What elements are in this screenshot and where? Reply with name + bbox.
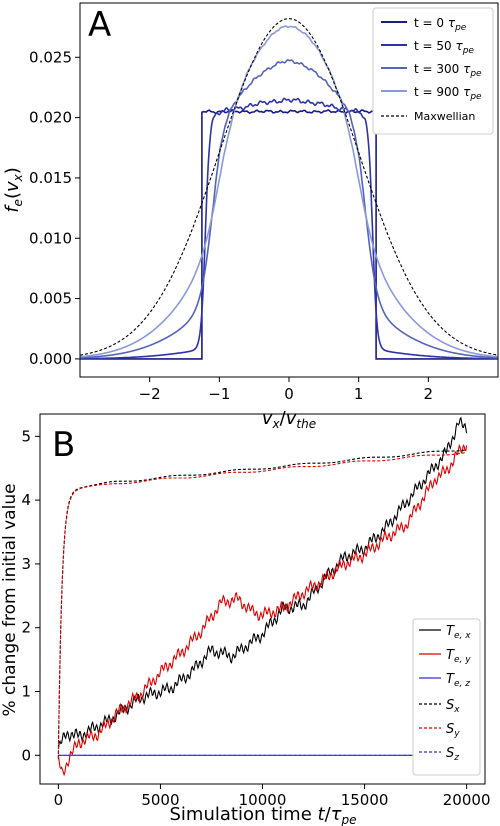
- legend-label-te-y: Te, y: [446, 648, 471, 665]
- panel-b-ytick-label: 3: [21, 555, 31, 573]
- panel-b-xtick-label: 5000: [141, 791, 179, 809]
- panel-b-xtick-label: 20000: [443, 791, 491, 809]
- panel-b-ytick-label: 5: [21, 427, 31, 445]
- panel-a-xtick-label: 1: [354, 385, 364, 403]
- panel-b-curves: [57, 416, 468, 777]
- legend-label-s-z: Sz: [446, 746, 459, 763]
- legend-entry-te-x: Te, x: [419, 624, 471, 641]
- legend-entry-s-y: Sy: [419, 722, 460, 739]
- legend-entry-t900: t = 900 τpe: [381, 85, 482, 102]
- panel-b-curve-te-x: [57, 416, 468, 749]
- panel-b-curve-te-y: [57, 443, 468, 777]
- legend-label-te-x: Te, x: [446, 624, 471, 641]
- legend-entry-te-y: Te, y: [419, 648, 471, 665]
- panel-a: −2 −1 0 1 2 0.000 0.005 0.010 0.015 0.020 0.025 A…: [2, 2, 499, 431]
- panel-a-curve-t-50-pe: [80, 97, 498, 360]
- panel-a-ytick-label: 0.020: [29, 109, 72, 127]
- panel-b-xtick-label: 15000: [341, 791, 389, 809]
- panel-a-curves: [80, 18, 498, 360]
- legend-label-s-x: Sx: [446, 698, 460, 715]
- panel-b-ytick-label: 1: [21, 683, 31, 701]
- panel-b-legend: Te, x Te, y Te, z Sx Sy Sz: [412, 618, 481, 776]
- legend-entry-s-x: Sx: [419, 698, 460, 715]
- panel-a-ytick-label: 0.010: [29, 229, 72, 247]
- legend-label-maxwellian: Maxwellian: [414, 110, 475, 123]
- panel-a-ytick-label: 0.000: [29, 350, 72, 368]
- panel-a-ytick-label: 0.025: [29, 48, 72, 66]
- panel-b-ytick-label: 0: [21, 746, 31, 764]
- panel-a-ytick-label: 0.015: [29, 169, 72, 187]
- panel-a-curve-maxwellian: [80, 18, 498, 356]
- panel-b-xtick-label: 10000: [239, 791, 287, 809]
- panel-a-xtick-label: 2: [424, 385, 434, 403]
- legend-label-s-y: Sy: [446, 722, 460, 739]
- panel-a-curve-t-300-pe: [80, 59, 498, 359]
- panel-b-curve-sy: [57, 451, 467, 760]
- panel-a-xtick-label: −1: [208, 385, 230, 403]
- panel-a-label: A: [88, 5, 111, 45]
- legend-label-te-z: Te, z: [446, 672, 470, 689]
- legend-label-t50: t = 50 τpe: [414, 39, 474, 56]
- panel-a-legend: t = 0 τpe t = 50 τpe t = 300 τpe t = 900…: [372, 7, 494, 135]
- panel-a-xlabel: vx/vthe: [262, 408, 316, 431]
- panel-b-ytick-label: 4: [21, 491, 31, 509]
- legend-entry-s-z: Sz: [419, 746, 459, 763]
- legend-entry-te-z: Te, z: [419, 672, 470, 689]
- panel-b-legend-box: [412, 618, 481, 776]
- panel-a-legend-box: [372, 7, 494, 135]
- legend-entry-maxwellian: Maxwellian: [381, 110, 475, 123]
- legend-label-t300: t = 300 τpe: [414, 62, 482, 79]
- panel-a-ylabel: fe(vx): [2, 167, 25, 213]
- panel-b: 0 5000 10000 15000 20000 0 1 2 3 4 5 B Simulation…: [0, 413, 491, 826]
- legend-entry-t0: t = 0 τpe: [381, 16, 467, 33]
- panel-a-ytick-label: 0.005: [29, 290, 72, 308]
- legend-label-t0: t = 0 τpe: [414, 16, 467, 33]
- panel-a-xtick-label: 0: [284, 385, 294, 403]
- panel-b-xtick-label: 0: [54, 791, 64, 809]
- legend-entry-t50: t = 50 τpe: [381, 39, 474, 56]
- legend-label-t900: t = 900 τpe: [414, 85, 482, 102]
- panel-b-label: B: [52, 425, 75, 465]
- panel-b-ylabel: % change from initial value: [0, 483, 20, 716]
- legend-entry-t300: t = 300 τpe: [381, 62, 482, 79]
- panel-b-xlabel: Simulation time t/τpe: [170, 804, 357, 826]
- panel-b-ytick-label: 2: [21, 619, 31, 637]
- panel-a-xtick-label: −2: [139, 385, 161, 403]
- panel-a-curve-t-900-pe: [80, 25, 498, 358]
